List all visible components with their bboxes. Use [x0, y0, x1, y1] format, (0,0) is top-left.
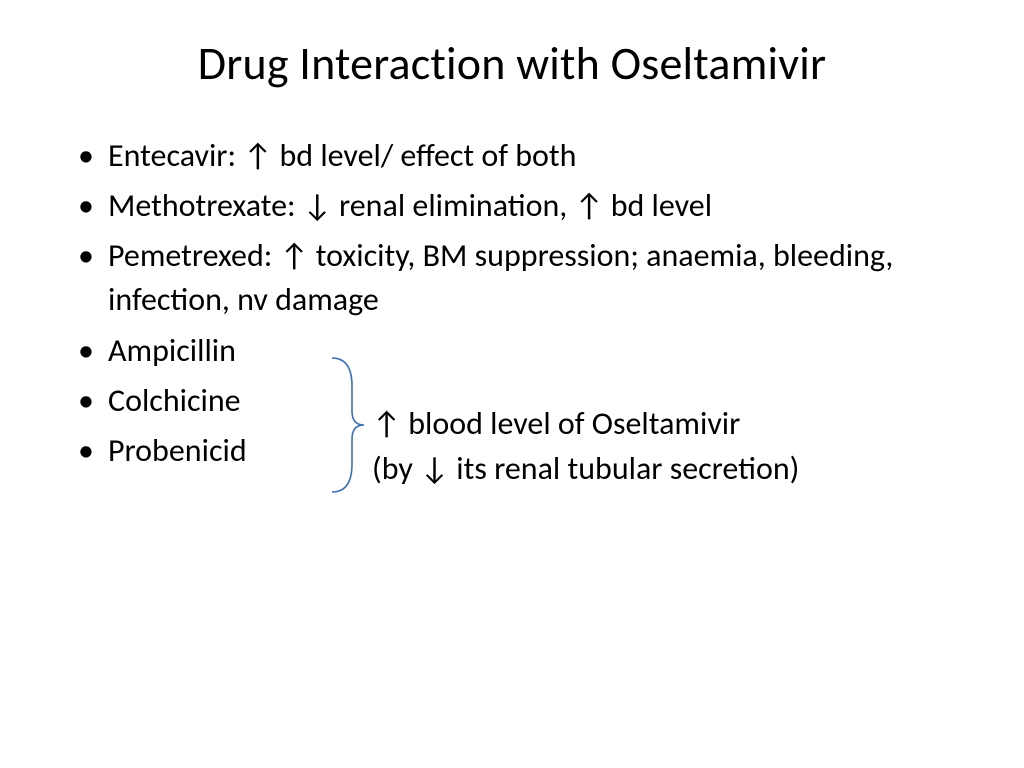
bullet-item: Entecavir: ↑ bd level/ effect of both: [70, 134, 954, 178]
bullet-text: Methotrexate: ↓ renal elimination, ↑ bd …: [108, 186, 712, 225]
slide: Drug Interaction with Oseltamivir Enteca…: [0, 0, 1024, 768]
group-note-line1: ↑ blood level of Oseltamivir: [372, 402, 740, 446]
grouping-bracket-icon: [330, 356, 366, 494]
slide-body: Entecavir: ↑ bd level/ effect of both Me…: [70, 134, 954, 473]
slide-title: Drug Interaction with Oseltamivir: [70, 36, 954, 92]
bracket-path: [332, 358, 364, 492]
bullet-text: Pemetrexed: ↑ toxicity, BM suppression; …: [108, 236, 893, 319]
group-note-line2: (by ↓ its renal tubular secretion): [372, 447, 799, 491]
bullet-text: Entecavir: ↑ bd level/ effect of both: [108, 136, 576, 175]
bullet-item: Ampicillin: [70, 329, 954, 373]
bullet-text: Probenicid: [108, 429, 247, 473]
bullet-item: Methotrexate: ↓ renal elimination, ↑ bd …: [70, 184, 954, 228]
bullet-item: Pemetrexed: ↑ toxicity, BM suppression; …: [70, 234, 954, 322]
bullet-text: Ampicillin: [108, 329, 236, 373]
bullet-text: Colchicine: [108, 379, 241, 423]
